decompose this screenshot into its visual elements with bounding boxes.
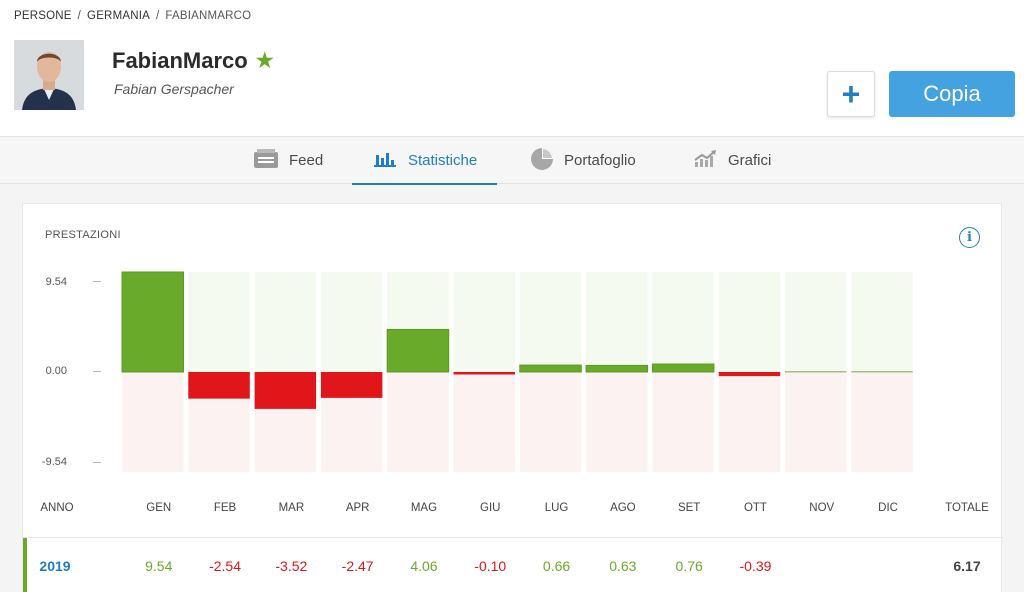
tab-feed[interactable]: Feed (253, 137, 323, 184)
performance-card: PRESTAZIONI i 9.54 0.00 -9.54 ANNO GEN FEB… (22, 203, 1003, 592)
bar-set (651, 363, 715, 373)
copy-button[interactable]: Copia (889, 71, 1015, 117)
tab-label: Grafici (728, 152, 772, 169)
trend-chart-icon (694, 149, 718, 172)
y-label-bottom: -9.54 (41, 456, 67, 468)
value-gen: 9.54 (145, 558, 173, 574)
full-name: Fabian Gerspacher (114, 81, 234, 97)
y-label-mid: 0.00 (45, 365, 67, 377)
feed-icon (253, 148, 279, 173)
negative-background (387, 372, 449, 472)
positive-background (851, 272, 913, 372)
month-header-row: ANNO GEN FEB MAR APR MAG GIU LUG AGO SET OTT NOV DIC… (23, 502, 1003, 522)
bar-dic (851, 371, 913, 373)
header-set: SET (677, 502, 701, 514)
profile-tabs: Feed Statistiche Portafoglio Grafici (0, 136, 1024, 185)
bar-mag (386, 328, 450, 373)
negative-background (718, 372, 781, 472)
breadcrumb-separator: / (156, 10, 160, 22)
negative-background (586, 372, 648, 472)
header-ago: AGO (610, 502, 636, 514)
bar-gen (121, 271, 184, 373)
positive-background (254, 272, 317, 372)
y-label-top: 9.54 (45, 276, 67, 288)
negative-background (652, 372, 714, 472)
header-totale: TOTALE (945, 502, 989, 514)
profile-header: PERSONE / GERMANIA / FABIANMARCO FabianM… (0, 0, 1024, 136)
value-feb: -2.54 (209, 558, 242, 574)
star-icon[interactable]: ★ (255, 50, 274, 72)
header-ott: OTT (743, 502, 767, 514)
year-link[interactable]: 2019 (39, 558, 71, 574)
y-tick (93, 371, 101, 372)
positive-background (785, 272, 847, 372)
positive-background (586, 272, 648, 372)
pie-chart-icon (530, 147, 554, 175)
positive-background (453, 272, 515, 372)
positive-background (652, 272, 714, 372)
header-nov: NOV (809, 502, 835, 514)
value-giu: -0.10 (474, 558, 507, 574)
username: FabianMarco ★ (112, 48, 274, 74)
value-ago: 0.63 (609, 558, 637, 574)
info-icon[interactable]: i (959, 227, 980, 248)
breadcrumb-germania[interactable]: GERMANIA (87, 10, 150, 22)
breadcrumb-separator: / (77, 10, 82, 22)
header-mag: MAG (410, 502, 438, 514)
performance-chart (121, 271, 913, 472)
positive-background (320, 272, 383, 372)
value-lug: 0.66 (542, 558, 571, 574)
bar-mar (254, 372, 317, 409)
row-accent-bar (23, 538, 27, 592)
header-dic: DIC (878, 502, 898, 514)
bar-apr (320, 372, 383, 398)
value-set: 0.76 (675, 558, 703, 574)
header-feb: FEB (213, 502, 237, 514)
bar-feb (188, 372, 250, 399)
header-apr: APR (345, 502, 370, 514)
negative-background (122, 372, 184, 472)
tab-label: Statistiche (408, 152, 478, 169)
negative-background (785, 372, 847, 472)
tab-statistiche[interactable]: Statistiche (351, 137, 498, 185)
value-total: 6.17 (953, 558, 981, 574)
value-mar: -3.52 (275, 558, 308, 574)
tab-grafici[interactable]: Grafici (694, 137, 771, 184)
positive-background (188, 272, 250, 372)
y-tick (93, 462, 101, 463)
header-gen: GEN (146, 502, 172, 514)
bar-ott (718, 372, 781, 377)
breadcrumb-current: FABIANMARCO (165, 10, 252, 22)
bar-ago (585, 364, 649, 373)
positive-background (718, 272, 781, 372)
value-mag: 4.06 (410, 558, 438, 574)
username-text: FabianMarco (112, 48, 248, 73)
bar-giu (453, 372, 515, 375)
header-lug: LUG (544, 502, 569, 514)
tab-label: Feed (289, 152, 324, 169)
bar-chart-icon (374, 151, 398, 171)
tab-portafoglio[interactable]: Portafoglio (530, 137, 636, 184)
add-to-watchlist-button[interactable]: + (827, 71, 875, 117)
bar-nov (785, 371, 847, 373)
breadcrumb-persone[interactable]: PERSONE (14, 10, 72, 22)
positive-background (519, 272, 582, 372)
value-ott: -0.39 (739, 558, 772, 574)
tab-label: Portafoglio (564, 152, 636, 169)
header-mar: MAR (278, 502, 305, 514)
divider (23, 537, 1003, 538)
negative-background (519, 372, 582, 472)
bar-lug (519, 364, 582, 373)
year-row: 2019 9.54 -2.54 -3.52 -2.47 4.06 -0.10 0.66 0.63… (23, 538, 1003, 592)
breadcrumb: PERSONE / GERMANIA / FABIANMARCO (14, 10, 251, 22)
negative-background (453, 372, 515, 472)
performance-title: PRESTAZIONI (45, 229, 121, 241)
header-giu: GIU (480, 502, 501, 514)
value-apr: -2.47 (341, 558, 374, 574)
header-anno: ANNO (40, 502, 74, 514)
y-tick (93, 281, 101, 282)
negative-background (851, 372, 913, 472)
avatar[interactable] (14, 40, 84, 110)
